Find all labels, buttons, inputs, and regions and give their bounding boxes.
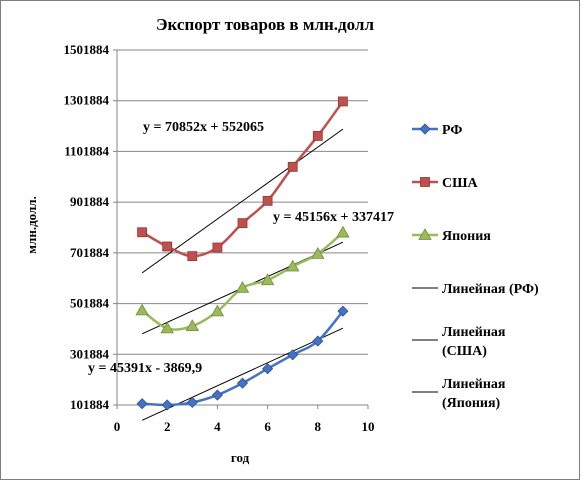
legend-marker-сша bbox=[420, 177, 430, 187]
data-point-рф bbox=[287, 349, 299, 361]
data-point-рф bbox=[186, 396, 198, 409]
y-tick-label: 901884 bbox=[70, 194, 110, 209]
legend: РФ США Япония Линейная (РФ) Линейная (США) Лин… bbox=[412, 123, 539, 411]
data-point-япония bbox=[311, 247, 325, 259]
trendline-equation-линейная-сша: y = 70852x + 552065 bbox=[143, 120, 264, 135]
series-lines bbox=[135, 96, 350, 411]
chart-title: Экспорт товаров в млн.долл bbox=[156, 15, 374, 34]
data-point-япония bbox=[210, 304, 225, 317]
trendline-equation-линейная-япония: y = 45156x + 337417 bbox=[273, 210, 394, 225]
data-point-сша bbox=[287, 161, 298, 172]
x-tick-label: 0 bbox=[114, 419, 121, 434]
data-point-япония bbox=[235, 281, 250, 293]
y-tick-label: 701884 bbox=[70, 245, 110, 260]
legend-label-япония: Япония bbox=[442, 229, 491, 244]
data-point-япония bbox=[160, 321, 174, 334]
data-point-сша bbox=[337, 96, 348, 107]
axes: 101884 301884 501884 701884 901884 1101884 130… bbox=[64, 42, 375, 434]
x-tick-label: 4 bbox=[214, 419, 221, 434]
data-point-рф bbox=[136, 398, 148, 410]
data-point-сша bbox=[162, 241, 173, 252]
legend-label-линейная-япония: Линейная (Япония) bbox=[442, 377, 506, 411]
legend-label-линейная-сша: Линейная (США) bbox=[442, 325, 506, 359]
y-tick-label: 1501884 bbox=[64, 42, 110, 57]
trendline-equation-линейная-рф: y = 45391x - 3869,9 bbox=[88, 361, 202, 376]
y-tick-label: 301884 bbox=[70, 346, 110, 361]
data-point-сша bbox=[212, 242, 223, 253]
legend-label-рф: РФ bbox=[442, 123, 462, 138]
data-point-сша bbox=[262, 195, 273, 206]
data-point-рф bbox=[161, 399, 173, 411]
y-tick-label: 101884 bbox=[70, 397, 110, 412]
data-point-япония bbox=[286, 259, 300, 272]
data-point-рф bbox=[337, 305, 349, 317]
legend-label-сша: США bbox=[442, 176, 478, 191]
legend-label-линейная-рф: Линейная (РФ) bbox=[442, 282, 539, 297]
data-point-сша bbox=[312, 131, 323, 141]
data-point-япония bbox=[135, 303, 149, 316]
data-point-сша bbox=[187, 251, 198, 262]
trendlines bbox=[141, 128, 344, 421]
data-point-сша bbox=[237, 218, 248, 229]
data-point-рф bbox=[262, 363, 274, 375]
data-point-рф bbox=[211, 389, 223, 401]
x-tick-label: 10 bbox=[362, 419, 375, 434]
y-tick-label: 1301884 bbox=[64, 93, 110, 108]
data-point-япония bbox=[185, 319, 199, 332]
legend-marker-япония bbox=[418, 228, 432, 240]
data-point-япония bbox=[336, 225, 350, 238]
trendline-equations: y = 45391x - 3869,9 y = 70852x + 552065 y … bbox=[88, 120, 394, 376]
y-tick-label: 501884 bbox=[70, 296, 110, 311]
y-axis-title: млн.долл. bbox=[24, 196, 39, 254]
data-point-сша bbox=[137, 227, 148, 238]
legend-marker-рф bbox=[419, 123, 431, 135]
series-line-рф bbox=[142, 310, 344, 407]
x-tick-label: 6 bbox=[264, 419, 271, 434]
x-axis-title: год bbox=[231, 450, 250, 465]
data-point-рф bbox=[236, 377, 249, 389]
x-tick-label: 8 bbox=[315, 419, 322, 434]
x-tick-label: 2 bbox=[164, 419, 171, 434]
trendline-линейная-сша bbox=[141, 128, 344, 274]
gridlines bbox=[117, 49, 368, 355]
data-point-рф bbox=[312, 335, 324, 347]
data-point-япония bbox=[260, 273, 275, 286]
y-tick-label: 1101884 bbox=[64, 143, 109, 158]
